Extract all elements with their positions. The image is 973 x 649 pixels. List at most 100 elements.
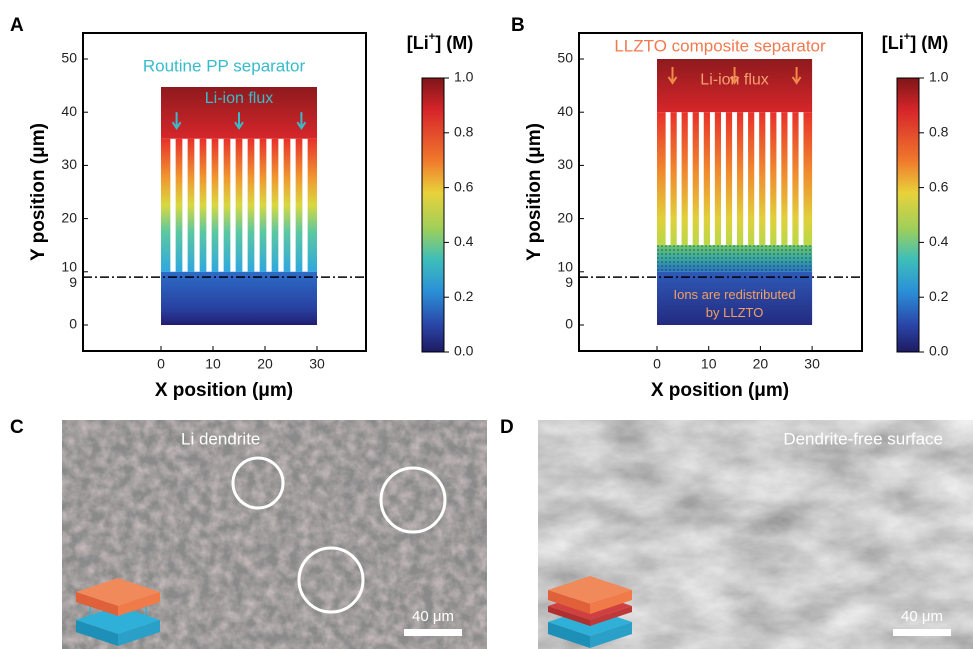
pore-wall — [290, 138, 296, 272]
y-tick-label: 10 — [557, 259, 573, 275]
colorbar-title-part: ] (M) — [435, 33, 473, 53]
colorbar-tick-label: 0.2 — [454, 288, 474, 304]
x-tick-label: 30 — [309, 356, 325, 372]
x-tick-label: 20 — [257, 356, 273, 372]
colorbar-tick-label: 0.4 — [929, 233, 949, 249]
flux-arrowhead — [729, 76, 740, 85]
scale-bar — [404, 629, 462, 636]
panel-label: D — [500, 417, 514, 438]
pore-wall — [278, 138, 284, 272]
y-tick-label: 20 — [61, 209, 77, 225]
pore-wall — [254, 138, 260, 272]
y-tick-label: 9 — [69, 274, 77, 290]
y-tick-label: 30 — [557, 156, 573, 172]
flux-arrowhead — [791, 76, 802, 85]
inset-icon-d — [548, 576, 632, 648]
flux-arrowhead — [171, 121, 182, 131]
panel-label: C — [10, 417, 24, 438]
colorbar-title-part: + — [429, 31, 435, 43]
pore-wall — [170, 138, 176, 272]
pore-wall — [194, 138, 200, 272]
y-tick-label: 40 — [61, 103, 77, 119]
colorbar-tick-label: 1.0 — [929, 69, 949, 85]
pore-wall — [687, 112, 693, 246]
pore-wall — [206, 138, 212, 272]
pore-wall — [676, 112, 682, 246]
colorbar-tick-label: 1.0 — [454, 69, 474, 85]
y-tick-label: 50 — [557, 50, 573, 66]
colorbar-title: [Li+] (M) — [407, 31, 473, 53]
colorbar-title-part: [Li — [882, 33, 904, 53]
separator-title: LLZTO composite separator — [614, 36, 826, 55]
x-tick-label: 0 — [653, 356, 661, 372]
y-tick-label: 0 — [565, 316, 573, 332]
annotation: Li dendrite — [181, 429, 260, 448]
scale-bar — [893, 629, 951, 636]
flux-arrowhead — [667, 76, 678, 85]
inset-icon-c — [76, 578, 160, 646]
flux-arrowhead — [234, 121, 244, 131]
colorbar-title: [Li+] (M) — [882, 31, 948, 53]
pore-wall — [732, 112, 737, 246]
x-tick-label: 30 — [804, 356, 820, 372]
colorbar-tick-label: 0.0 — [454, 343, 474, 359]
pore-wall — [709, 112, 715, 246]
colorbar-tick-label: 0.0 — [929, 343, 949, 359]
pore-wall — [787, 112, 793, 246]
x-tick-label: 20 — [753, 356, 769, 372]
pore-wall — [765, 112, 771, 246]
dendrite-circles — [231, 456, 447, 614]
colorbar-tick-label: 0.6 — [929, 178, 949, 194]
plot-frame — [578, 32, 863, 352]
y-tick-label: 40 — [557, 103, 573, 119]
x-tick-label: 10 — [701, 356, 717, 372]
annotation: Dendrite-free surface — [783, 429, 943, 448]
colorbar — [896, 77, 920, 353]
pore-wall — [218, 138, 224, 272]
colorbar-title-part: ] (M) — [910, 33, 948, 53]
pore-wall — [754, 112, 760, 246]
colorbar-tick-label: 0.8 — [929, 124, 949, 140]
y-tick-label: 50 — [61, 50, 77, 66]
pore-wall — [266, 138, 272, 272]
llzto-dots — [657, 245, 813, 272]
y-tick-label: 20 — [557, 209, 573, 225]
electrode-region — [657, 271, 813, 325]
pore-wall — [182, 138, 188, 272]
colorbar-tick-label: 0.2 — [929, 288, 949, 304]
y-tick-label: 10 — [61, 259, 77, 275]
y-axis-label: Y position (μm) — [524, 123, 545, 261]
y-axis-label: Y position (μm) — [28, 123, 49, 261]
annotation: by LLZTO — [706, 305, 764, 320]
colorbar-tick-label: 0.6 — [454, 178, 474, 194]
pore-wall — [798, 112, 804, 246]
x-tick-label: 10 — [205, 356, 221, 372]
y-tick-label: 30 — [61, 156, 77, 172]
colorbar-title-part: + — [904, 31, 910, 43]
pore-wall — [721, 112, 726, 246]
plot-frame — [82, 32, 367, 352]
flux-label: Li-ion flux — [700, 71, 768, 88]
separator-title: Routine PP separator — [143, 56, 306, 75]
flux-label: Li-ion flux — [205, 90, 273, 107]
panel-label: B — [511, 15, 525, 36]
pore-wall — [743, 112, 749, 246]
flux-arrowhead — [296, 121, 307, 131]
y-tick-label: 0 — [69, 316, 77, 332]
colorbar-tick-label: 0.4 — [454, 233, 474, 249]
panel-label: A — [10, 15, 24, 36]
x-tick-label: 0 — [157, 356, 165, 372]
scale-bar-label: 40 μm — [412, 608, 454, 625]
x-axis-label: X position (μm) — [155, 380, 293, 401]
colorbar-tick-label: 0.8 — [454, 124, 474, 140]
annotation: Ions are redistributed — [673, 287, 795, 302]
colorbar — [421, 77, 445, 353]
scale-bar-label: 40 μm — [901, 608, 943, 625]
electrode-region — [161, 271, 317, 325]
x-axis-label: X position (μm) — [651, 380, 789, 401]
pore-wall — [230, 138, 236, 272]
pore-wall — [302, 138, 308, 272]
pore-wall — [665, 112, 671, 246]
pore-wall — [242, 138, 248, 272]
